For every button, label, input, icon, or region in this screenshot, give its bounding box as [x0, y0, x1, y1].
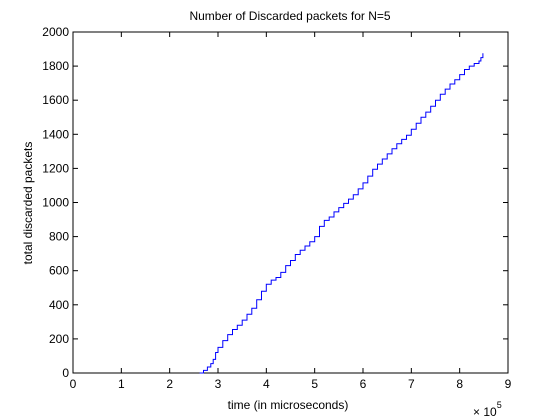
y-tick-label: 1800	[42, 59, 69, 73]
x-axis-label: time (in microseconds)	[228, 398, 349, 412]
y-tick-label: 0	[62, 366, 69, 380]
x-tick-label: 0	[70, 377, 77, 391]
y-tick-label: 1600	[42, 93, 69, 107]
x-tick-label: 5	[311, 377, 318, 391]
x-tick-label: 8	[456, 377, 463, 391]
x-tick-label: 9	[505, 377, 512, 391]
series-line	[199, 53, 484, 374]
x-tick-label: 7	[408, 377, 415, 391]
y-tick-label: 200	[49, 332, 69, 346]
x-exponent-power: 5	[497, 400, 502, 410]
x-tick-label: 3	[215, 377, 222, 391]
y-tick-label: 1000	[42, 196, 69, 210]
y-tick-label: 600	[49, 264, 69, 278]
y-tick-label: 2000	[42, 25, 69, 39]
x-axis: 0 1 2 3 4 5 6 7 8 9	[70, 32, 512, 391]
x-exponent-label: × 105	[473, 400, 502, 419]
plot-area	[72, 31, 509, 374]
y-axis-label: total discarded packets	[21, 142, 35, 265]
x-tick-label: 1	[118, 377, 125, 391]
x-tick-label: 6	[360, 377, 367, 391]
y-axis: 0 200 400 600 800 1000 1200 1400 1600 1800 2000	[42, 25, 508, 380]
y-tick-label: 400	[49, 298, 69, 312]
y-tick-label: 1400	[42, 127, 69, 141]
y-tick-label: 800	[49, 230, 69, 244]
chart-title: Number of Discarded packets for N=5	[189, 9, 390, 23]
x-tick-label: 4	[263, 377, 270, 391]
x-tick-label: 2	[166, 377, 173, 391]
y-tick-label: 1200	[42, 161, 69, 175]
x-exponent-base: × 10	[473, 405, 497, 419]
